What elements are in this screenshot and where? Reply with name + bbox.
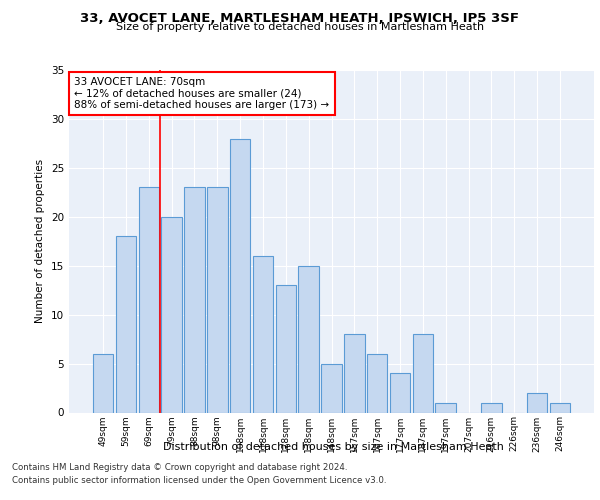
Bar: [550, 402, 570, 412]
Bar: [481, 402, 502, 412]
Bar: [527, 393, 547, 412]
Bar: [139, 188, 159, 412]
Bar: [413, 334, 433, 412]
Bar: [230, 138, 250, 412]
Bar: [207, 188, 227, 412]
Bar: [321, 364, 342, 412]
Bar: [390, 374, 410, 412]
Bar: [344, 334, 365, 412]
Bar: [184, 188, 205, 412]
Text: Contains public sector information licensed under the Open Government Licence v3: Contains public sector information licen…: [12, 476, 386, 485]
Text: Distribution of detached houses by size in Martlesham Heath: Distribution of detached houses by size …: [163, 442, 503, 452]
Text: 33 AVOCET LANE: 70sqm
← 12% of detached houses are smaller (24)
88% of semi-deta: 33 AVOCET LANE: 70sqm ← 12% of detached …: [74, 77, 329, 110]
Bar: [116, 236, 136, 412]
Bar: [367, 354, 388, 412]
Y-axis label: Number of detached properties: Number of detached properties: [35, 159, 46, 324]
Bar: [93, 354, 113, 412]
Text: Size of property relative to detached houses in Martlesham Heath: Size of property relative to detached ho…: [116, 22, 484, 32]
Bar: [275, 286, 296, 412]
Text: Contains HM Land Registry data © Crown copyright and database right 2024.: Contains HM Land Registry data © Crown c…: [12, 464, 347, 472]
Bar: [161, 217, 182, 412]
Text: 33, AVOCET LANE, MARTLESHAM HEATH, IPSWICH, IP5 3SF: 33, AVOCET LANE, MARTLESHAM HEATH, IPSWI…: [80, 12, 520, 26]
Bar: [298, 266, 319, 412]
Bar: [436, 402, 456, 412]
Bar: [253, 256, 273, 412]
